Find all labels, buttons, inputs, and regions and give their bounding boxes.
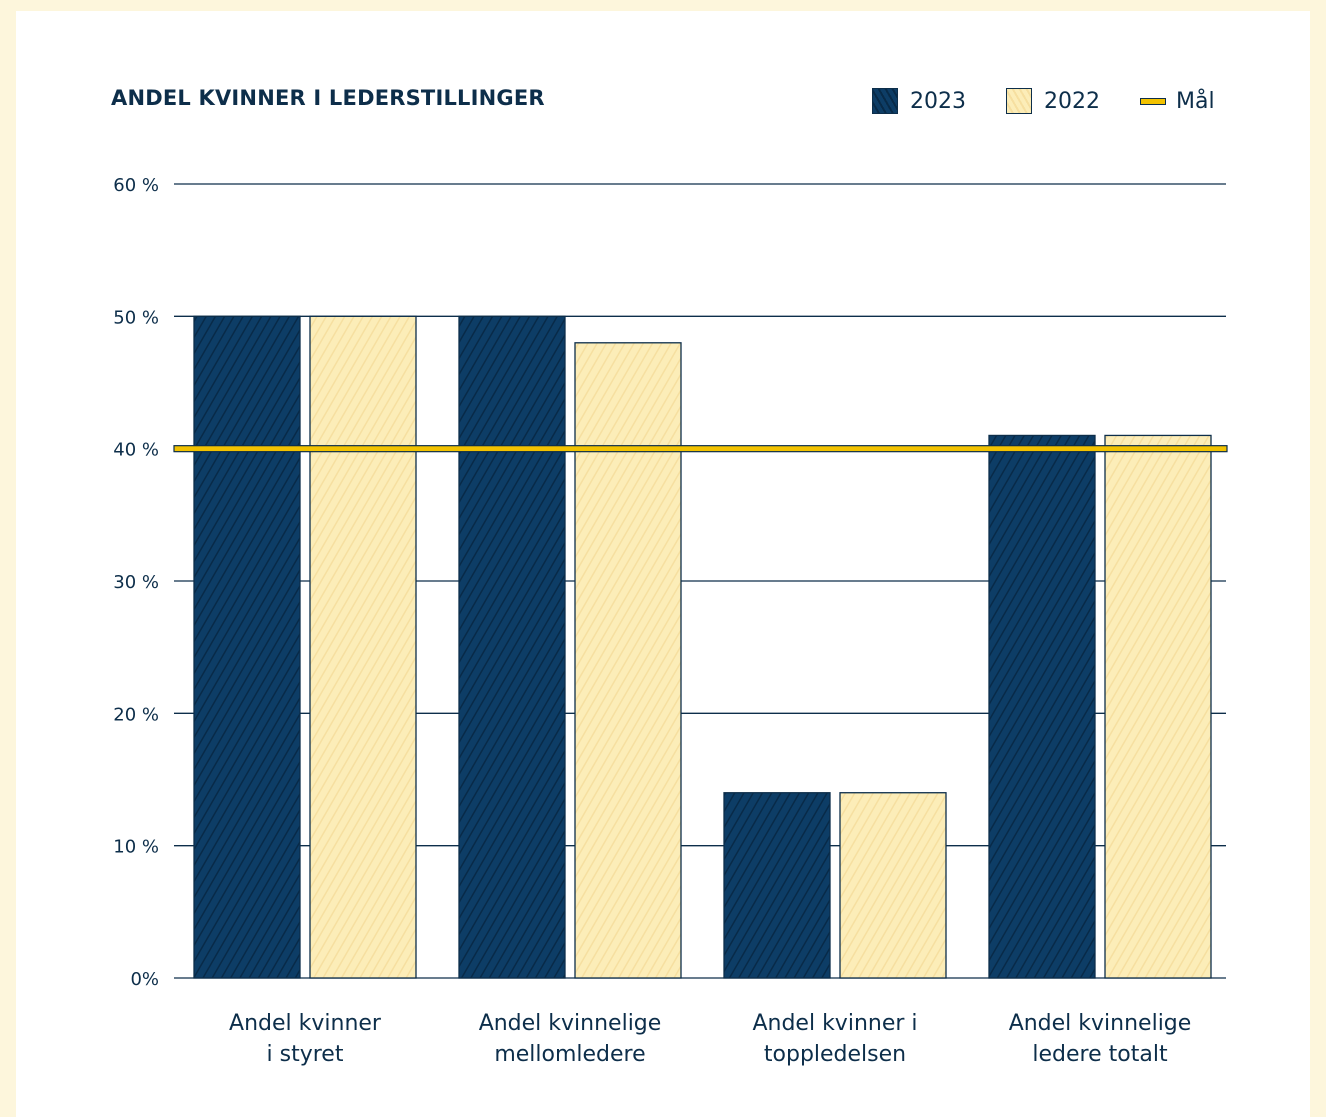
legend-label-2023: 2023 [910,88,966,114]
bar-2023-3 [988,434,1096,979]
chart-legend: 2023 2022 Mål [872,88,1215,114]
bar-2022-0 [309,315,417,979]
legend-label-goal: Mål [1176,88,1215,114]
category-label-2: Andel kvinner i toppledelsen [752,1011,917,1067]
category-label-line: toppledelsen [764,1042,906,1067]
y-axis-tick-labels: 0% 10 % 20 % 30 % 40 % 50 % 60 % [113,175,159,990]
category-label-line: Andel kvinnelige [1009,1011,1192,1036]
legend-swatch-2023 [872,88,898,114]
legend-swatch-goal [1140,97,1166,105]
legend-swatch-2022 [1006,88,1032,114]
legend-label-2022: 2022 [1044,88,1100,114]
y-tick-label-30: 30 % [113,572,159,593]
legend-item-goal: Mål [1140,89,1215,114]
y-tick-label-60: 60 % [113,175,159,196]
legend-item-2022: 2022 [1006,88,1100,114]
category-label-line: i styret [267,1042,344,1067]
category-label-line: ledere totalt [1032,1042,1168,1067]
category-label-line: mellomledere [494,1042,645,1067]
bar-2022-2 [839,792,947,979]
legend-item-2023: 2023 [872,88,966,114]
target-line [173,445,1228,453]
category-label-0: Andel kvinner i styret [229,1011,382,1067]
category-label-line: Andel kvinner i [752,1011,917,1036]
y-tick-label-0: 0% [130,969,159,990]
y-tick-label-20: 20 % [113,704,159,725]
category-label-1: Andel kvinnelige mellomledere [479,1011,662,1067]
bar-2023-0 [193,315,301,979]
category-label-line: Andel kvinnelige [479,1011,662,1036]
target-line-layer [173,445,1228,453]
category-label-3: Andel kvinnelige ledere totalt [1009,1011,1192,1067]
x-axis-category-labels: Andel kvinner i styret Andel kvinnelige mel… [229,1011,1191,1067]
bar-2022-1 [574,342,682,979]
y-tick-label-50: 50 % [113,307,159,328]
bars [193,315,1212,979]
chart-title: ANDEL KVINNER I LEDERSTILLINGER [111,86,545,110]
bar-2022-3 [1104,434,1212,979]
bar-2023-1 [458,315,566,979]
category-label-line: Andel kvinner [229,1011,382,1036]
bar-2023-2 [723,792,831,979]
y-tick-label-40: 40 % [113,440,159,461]
y-tick-label-10: 10 % [113,837,159,858]
